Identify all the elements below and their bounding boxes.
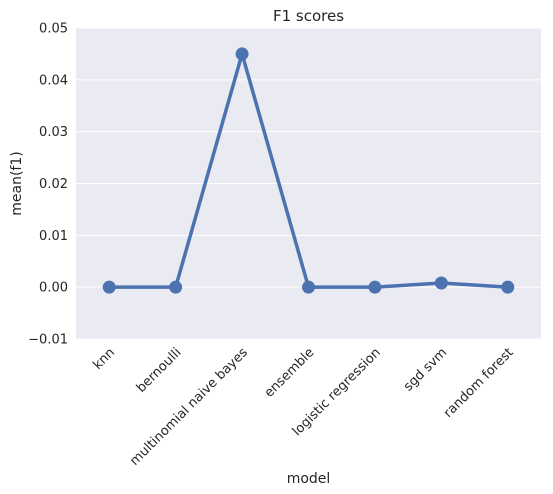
y-tick-label: 0.01	[39, 229, 68, 244]
data-point	[434, 276, 448, 290]
y-tick-label: 0.00	[39, 281, 68, 296]
data-point	[169, 280, 183, 294]
chart-title: F1 scores	[273, 7, 344, 25]
y-tick-label: 0.03	[39, 125, 68, 140]
data-point	[102, 280, 116, 294]
x-tick-label: sgd svm	[401, 345, 450, 394]
x-tick-label: knn	[90, 345, 118, 373]
data-point	[368, 280, 382, 294]
y-tick-labels: −0.01 0.00 0.01 0.02 0.03 0.04 0.05	[28, 22, 68, 348]
data-point	[235, 47, 249, 61]
data-point	[302, 280, 315, 294]
data-points	[102, 47, 515, 294]
y-tick-label: −0.01	[28, 333, 68, 348]
y-tick-label: 0.04	[39, 73, 68, 88]
x-tick-label: ensemble	[262, 345, 318, 401]
x-tick-label: random forest	[441, 345, 517, 421]
x-tick-label: bernoulli	[134, 345, 185, 396]
x-tick-label: multinomial naive bayes	[127, 345, 251, 469]
y-axis-label: mean(f1)	[9, 151, 25, 215]
y-tick-label: 0.02	[39, 177, 68, 192]
y-tick-label: 0.05	[39, 22, 68, 37]
x-axis-label: model	[287, 471, 331, 487]
data-point	[501, 280, 515, 294]
